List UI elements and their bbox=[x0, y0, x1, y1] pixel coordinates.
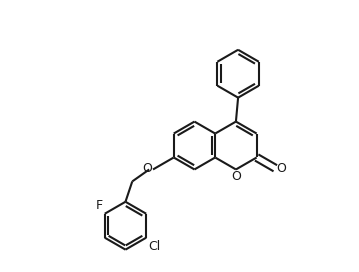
Text: F: F bbox=[95, 199, 103, 212]
Text: O: O bbox=[277, 162, 286, 175]
Text: O: O bbox=[142, 162, 151, 175]
Text: Cl: Cl bbox=[148, 240, 160, 253]
Text: O: O bbox=[231, 170, 241, 183]
